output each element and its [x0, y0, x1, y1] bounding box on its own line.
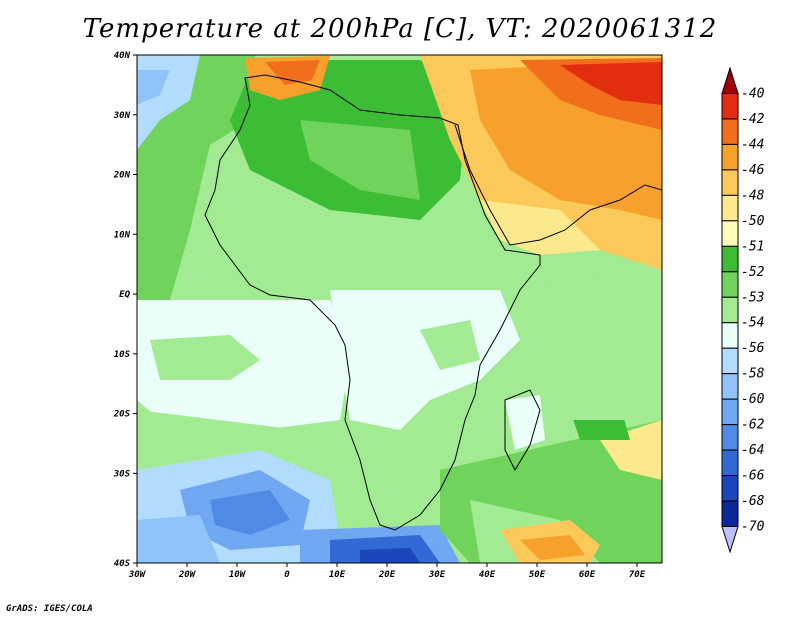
- colorbar-swatch: [721, 194, 739, 222]
- colorbar-label: -68: [741, 494, 765, 509]
- map-title: Temperature at 200hPa [C], VT: 202006131…: [82, 14, 718, 44]
- colorbar-label: -51: [741, 239, 764, 254]
- colorbar-swatch: [721, 373, 739, 400]
- lat-label: 10S: [114, 350, 131, 360]
- colorbar-label: -48: [741, 188, 765, 203]
- lat-label: EQ: [119, 290, 130, 300]
- map-frame: [136, 54, 663, 564]
- colorbar-label: -66: [741, 469, 765, 484]
- colorbar-swatch: [721, 347, 739, 375]
- colorbar-swatch: [721, 92, 739, 120]
- grads-credit: GrADS: IGES/COLA: [6, 604, 93, 614]
- colorbar-label: -42: [741, 112, 765, 127]
- lon-label: 20W: [178, 570, 197, 580]
- lon-label: 70E: [629, 570, 646, 580]
- lat-label: 10N: [114, 230, 131, 240]
- colorbar-swatch: [721, 398, 739, 426]
- colorbar-label: -52: [741, 265, 765, 280]
- colorbar-label: -53: [741, 290, 764, 305]
- lat-label: 30N: [113, 111, 131, 121]
- colorbar-swatch: [721, 118, 739, 145]
- colorbar-swatch: [721, 322, 739, 349]
- coastlines: [204, 74, 662, 531]
- colorbar-label: -54: [741, 316, 764, 331]
- lon-label: 40E: [479, 570, 496, 580]
- colorbar-swatch: [721, 296, 739, 324]
- colorbar-swatch: [721, 449, 739, 477]
- colorbar-swatch: [721, 245, 739, 273]
- latitude-axis: 40N 30N 20N 10N EQ 10S 20S 30S 40S: [113, 51, 137, 569]
- lon-label: 10E: [329, 570, 346, 580]
- colorbar-swatch: [721, 220, 739, 247]
- colorbar-label: -64: [741, 443, 764, 458]
- longitude-axis: 30W 20W 10W 0 10E 20E 30E 40E 50E 60E 70E: [128, 563, 646, 580]
- colorbar-swatch: [721, 66, 739, 94]
- colorbar-label: -50: [741, 214, 765, 229]
- colorbar-label: -46: [741, 163, 765, 178]
- lon-label: 10W: [229, 570, 247, 580]
- lat-label: 20N: [113, 171, 131, 181]
- colorbar-label: -40: [741, 86, 765, 101]
- colorbar-swatch: [721, 526, 739, 554]
- colorbar-label: -56: [741, 341, 765, 356]
- colorbar-swatch: [721, 271, 739, 298]
- lon-label: 30W: [128, 570, 147, 580]
- colorbar-swatch: [721, 169, 739, 196]
- lon-label: 30E: [428, 570, 446, 580]
- lat-label: 20S: [113, 410, 131, 420]
- temperature-field: [137, 55, 662, 563]
- lat-label: 40S: [114, 559, 131, 569]
- colorbar-label: -58: [741, 367, 765, 382]
- colorbar-label: -60: [741, 392, 765, 407]
- colorbar-swatch: [721, 143, 739, 171]
- lat-label: 40N: [114, 51, 131, 61]
- colorbar-legend: -40 -42 -44 -46 -48 -50 -51 -52 -53 -54 -56 -58 -60 -…: [721, 66, 765, 554]
- lon-label: 0: [284, 570, 290, 580]
- colorbar-label: -62: [741, 418, 765, 433]
- lon-label: 60E: [579, 570, 596, 580]
- colorbar-label: -44: [741, 137, 764, 152]
- colorbar-label: -70: [741, 520, 765, 535]
- lon-label: 50E: [529, 570, 546, 580]
- lon-label: 20E: [378, 570, 396, 580]
- colorbar-swatch: [721, 500, 739, 528]
- lat-label: 30S: [113, 469, 131, 479]
- colorbar-swatch: [721, 475, 739, 502]
- colorbar-swatch: [721, 424, 739, 451]
